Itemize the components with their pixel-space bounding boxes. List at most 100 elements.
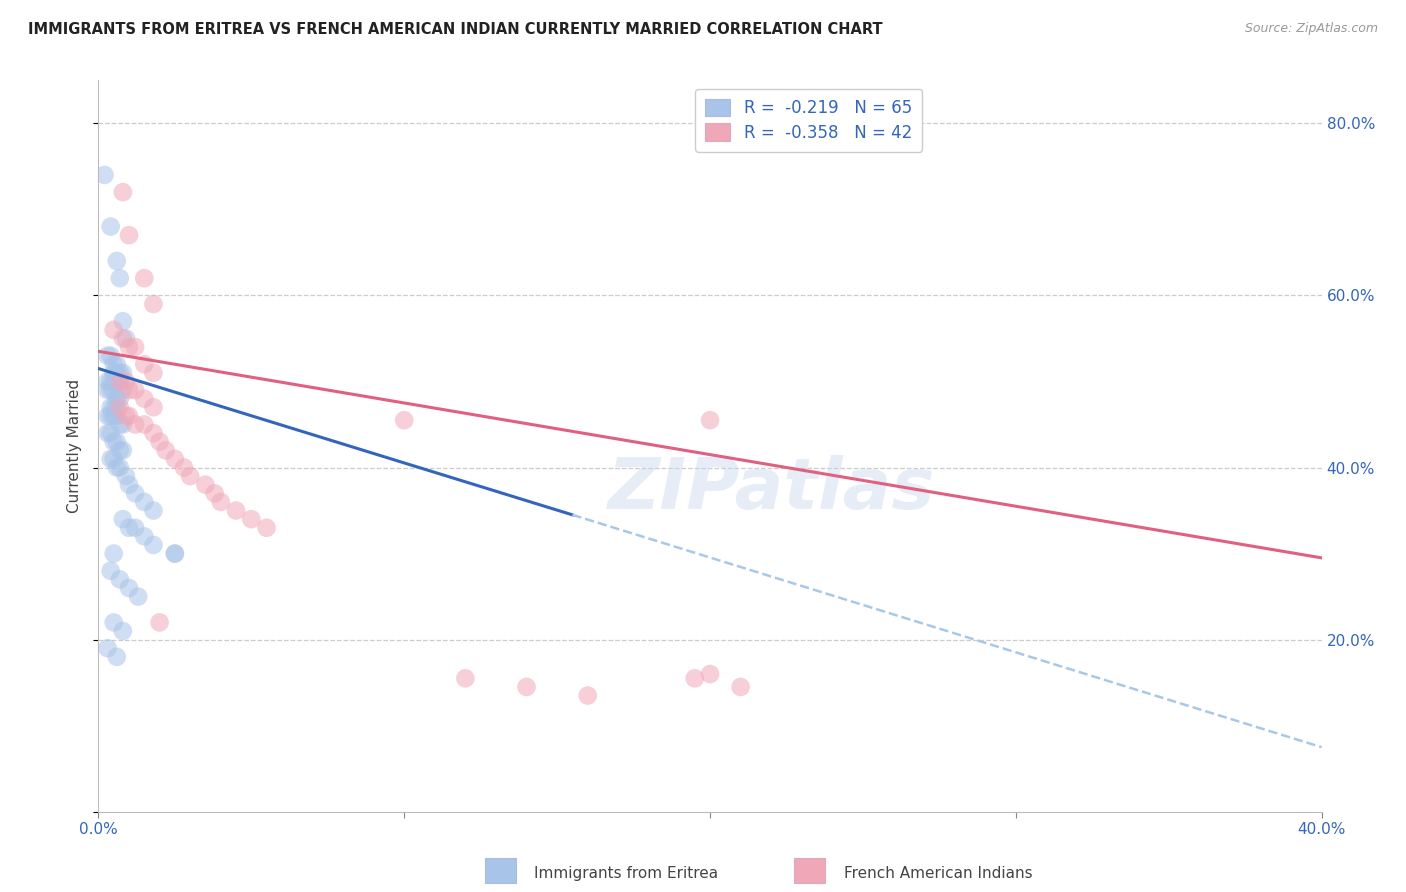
Point xyxy=(108,573,131,587)
Point xyxy=(118,409,141,423)
Point xyxy=(103,615,125,630)
Point xyxy=(105,375,128,389)
Point xyxy=(108,460,131,475)
Point xyxy=(100,409,122,423)
Point xyxy=(142,503,165,517)
Point xyxy=(124,521,146,535)
Point xyxy=(134,529,156,543)
Point xyxy=(103,357,125,371)
Point xyxy=(118,228,141,243)
Point xyxy=(134,392,156,406)
Point xyxy=(111,417,134,432)
Point xyxy=(105,392,128,406)
Point xyxy=(115,409,138,423)
Legend: R =  -0.219   N = 65, R =  -0.358   N = 42: R = -0.219 N = 65, R = -0.358 N = 42 xyxy=(696,88,922,152)
Point xyxy=(100,219,122,234)
Point xyxy=(124,417,146,432)
Point xyxy=(163,451,186,466)
Point xyxy=(97,426,120,441)
Point xyxy=(108,375,131,389)
Point xyxy=(108,271,131,285)
Point xyxy=(134,495,156,509)
Point xyxy=(392,413,416,427)
Text: Source: ZipAtlas.com: Source: ZipAtlas.com xyxy=(1244,22,1378,36)
Point xyxy=(108,375,131,389)
Point xyxy=(100,564,122,578)
Point xyxy=(108,401,131,415)
Text: ZIPatlas: ZIPatlas xyxy=(607,456,935,524)
Point xyxy=(105,409,128,423)
Point xyxy=(105,434,128,449)
Point xyxy=(100,426,122,441)
Point xyxy=(103,409,125,423)
Point xyxy=(100,401,122,415)
Point xyxy=(108,417,131,432)
Point xyxy=(142,297,165,311)
Point xyxy=(134,271,156,285)
Point xyxy=(105,254,128,268)
Point xyxy=(105,401,128,415)
Point xyxy=(163,547,186,561)
Point xyxy=(115,375,138,389)
Point xyxy=(103,547,125,561)
Point xyxy=(204,486,226,500)
Point xyxy=(105,357,128,371)
Text: IMMIGRANTS FROM ERITREA VS FRENCH AMERICAN INDIAN CURRENTLY MARRIED CORRELATION : IMMIGRANTS FROM ERITREA VS FRENCH AMERIC… xyxy=(28,22,883,37)
Point xyxy=(454,671,477,685)
Point xyxy=(103,451,125,466)
Point xyxy=(105,366,128,380)
Point xyxy=(108,443,131,458)
Point xyxy=(194,477,217,491)
Point xyxy=(97,641,120,656)
Point xyxy=(105,460,128,475)
Point xyxy=(100,349,122,363)
Point xyxy=(100,383,122,397)
Point xyxy=(699,413,721,427)
Point xyxy=(142,366,165,380)
Point xyxy=(100,451,122,466)
Point xyxy=(108,392,131,406)
Point xyxy=(103,434,125,449)
Point xyxy=(111,185,134,199)
Point xyxy=(124,340,146,354)
Point xyxy=(97,409,120,423)
Point xyxy=(699,667,721,681)
Point xyxy=(142,401,165,415)
Point xyxy=(103,401,125,415)
Point xyxy=(124,383,146,397)
Point xyxy=(103,383,125,397)
Point xyxy=(97,383,120,397)
Point xyxy=(118,477,141,491)
Point xyxy=(111,366,134,380)
Point xyxy=(111,383,134,397)
Point xyxy=(105,649,128,664)
Point xyxy=(111,512,134,526)
Point xyxy=(683,671,706,685)
Point xyxy=(155,443,177,458)
Point xyxy=(209,495,232,509)
Point xyxy=(100,375,122,389)
Point xyxy=(97,375,120,389)
Point xyxy=(256,521,278,535)
Point xyxy=(142,426,165,441)
Point xyxy=(115,331,138,345)
Point xyxy=(118,383,141,397)
Point xyxy=(118,581,141,595)
Point xyxy=(149,615,172,630)
Text: French American Indians: French American Indians xyxy=(844,866,1032,881)
Point xyxy=(115,469,138,483)
Point xyxy=(118,521,141,535)
Point xyxy=(103,366,125,380)
Point xyxy=(124,486,146,500)
Point xyxy=(93,168,115,182)
Point xyxy=(516,680,538,694)
Point xyxy=(225,503,247,517)
Point xyxy=(173,460,195,475)
Y-axis label: Currently Married: Currently Married xyxy=(67,379,83,513)
Point xyxy=(97,349,120,363)
Point xyxy=(108,366,131,380)
Point xyxy=(134,417,156,432)
Point xyxy=(134,357,156,371)
Point xyxy=(576,689,599,703)
Point xyxy=(163,547,186,561)
